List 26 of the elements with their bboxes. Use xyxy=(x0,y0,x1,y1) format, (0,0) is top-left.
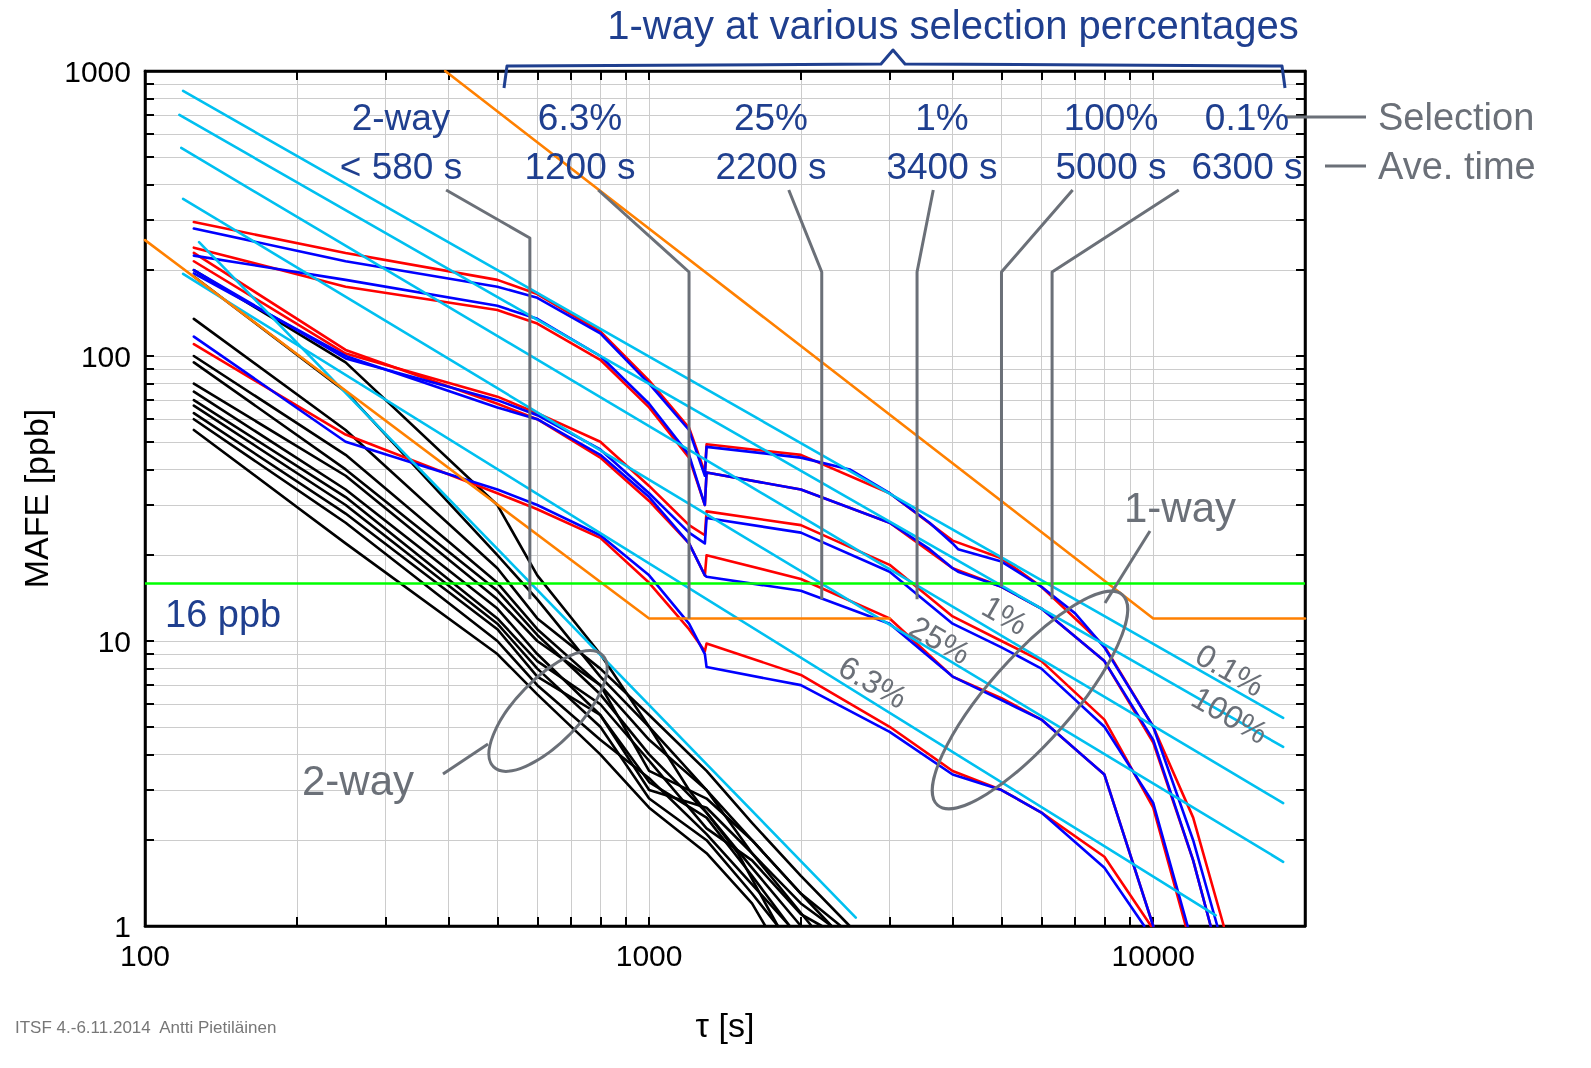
annotation: 2-way xyxy=(301,756,415,804)
annotation: 6300 s xyxy=(1191,145,1303,187)
annotation: 0.1% xyxy=(1204,96,1290,138)
annotation: 2-way xyxy=(351,96,451,138)
annotation: 1% xyxy=(915,96,969,138)
text: ITSF 4.-6.11.2014 Antti Pietiläinen xyxy=(15,1017,277,1037)
x-axis-title: τ [s] xyxy=(695,1006,755,1044)
text: 1-way at various selection percentages xyxy=(607,3,1299,47)
y-tick-label: 1000 xyxy=(64,54,131,88)
annotation: 5000 s xyxy=(1055,145,1167,187)
annotation: 1% xyxy=(975,587,1035,643)
annotation: 6.3% xyxy=(537,96,623,138)
x-tick-label: 1000 xyxy=(615,938,683,972)
y-tick-label: 10 xyxy=(97,624,131,658)
annotation: < 580 s xyxy=(339,145,463,187)
y-axis-title: MAFE [ppb] xyxy=(17,408,55,589)
annotation: 25% xyxy=(733,96,809,138)
y-tick-label: 100 xyxy=(80,339,131,373)
x-tick-label: 10000 xyxy=(1111,938,1195,972)
annotation: 1-way xyxy=(1123,483,1237,531)
ref-line-label: 16 ppb xyxy=(165,592,282,635)
annotation: 100% xyxy=(1063,96,1159,138)
annotation: 3400 s xyxy=(886,145,998,187)
text: Selection xyxy=(1378,96,1535,138)
annotation: 2200 s xyxy=(715,145,827,187)
text: Ave. time xyxy=(1378,145,1536,187)
